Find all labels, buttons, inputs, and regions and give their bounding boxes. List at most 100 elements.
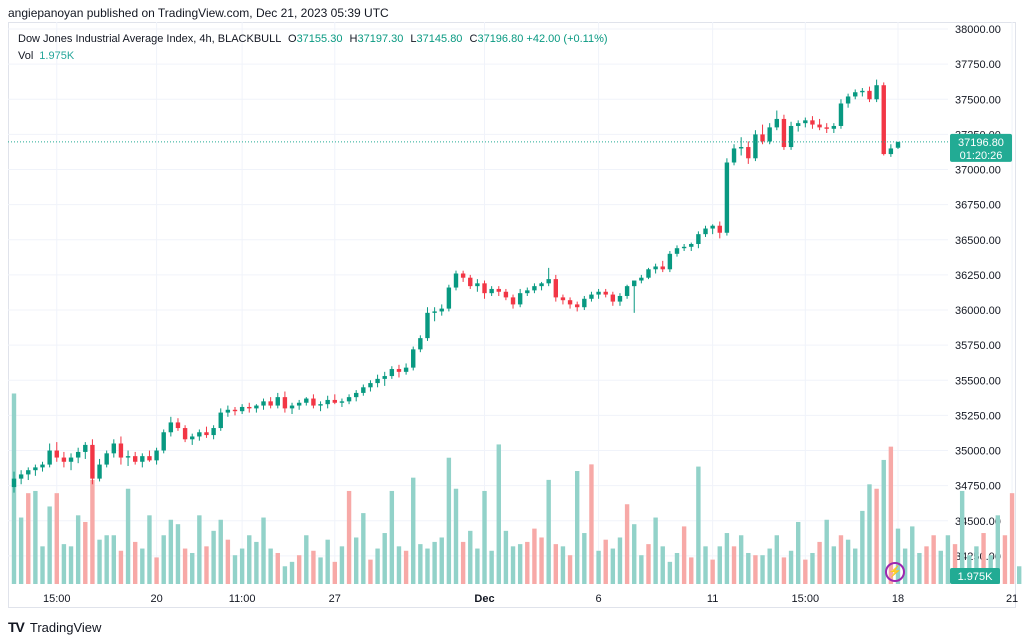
- candle-body: [325, 399, 330, 405]
- volume-bar: [439, 537, 444, 584]
- candle-body: [368, 383, 373, 388]
- volume-bar: [696, 466, 701, 584]
- volume-tag-value: 1.975K: [958, 571, 994, 583]
- candle-body: [118, 443, 124, 458]
- volume-bar: [318, 557, 323, 584]
- volume-bar: [995, 515, 1001, 584]
- volume-bar: [496, 444, 501, 584]
- volume-label: Vol: [18, 50, 34, 62]
- volume-bar: [1009, 493, 1015, 584]
- volume-bar: [931, 535, 936, 584]
- candle-body: [104, 453, 109, 465]
- y-tick-label: 36250.00: [955, 270, 1001, 282]
- candle-body: [282, 397, 288, 409]
- volume-bar: [681, 526, 687, 584]
- volume-bar: [368, 559, 373, 584]
- volume-bar: [125, 488, 131, 584]
- volume-bar: [853, 548, 858, 584]
- volume-bar: [760, 555, 765, 584]
- volume-bar: [724, 533, 730, 584]
- volume-bar: [325, 539, 330, 584]
- chart-frame[interactable]: [8, 22, 1016, 608]
- volume-bar: [917, 552, 922, 584]
- candle-body: [860, 90, 865, 93]
- candle-body: [168, 422, 174, 433]
- candle-body: [517, 293, 523, 305]
- volume-bar: [810, 552, 815, 584]
- volume-bar: [90, 479, 95, 584]
- candle-body: [382, 376, 387, 379]
- volume-bar: [981, 533, 986, 584]
- candle-body: [425, 312, 430, 339]
- candle-body: [746, 147, 751, 159]
- volume-bar: [460, 541, 466, 584]
- volume-bar: [18, 517, 24, 584]
- high-value: 37197.30: [357, 33, 404, 45]
- volume-bar: [403, 550, 409, 584]
- volume-bar: [239, 548, 245, 584]
- volume-bar: [888, 446, 894, 584]
- candle-body: [560, 297, 566, 301]
- volume-bar: [945, 535, 951, 584]
- candle-body: [47, 450, 52, 465]
- candle-body: [289, 405, 295, 409]
- candle-body: [261, 401, 266, 406]
- volume-bar: [860, 510, 865, 584]
- candle-body: [738, 147, 744, 149]
- candle-body: [361, 387, 366, 393]
- candle-body: [254, 405, 259, 409]
- candle-body: [624, 286, 630, 296]
- open-key: O: [288, 33, 297, 45]
- candle-body: [532, 286, 537, 291]
- volume-bar: [517, 544, 523, 584]
- close-value: 37196.80: [477, 33, 524, 45]
- volume-bar: [646, 544, 651, 584]
- low-value: 37145.80: [416, 33, 463, 45]
- candle-body: [589, 294, 594, 299]
- candle-body: [567, 300, 573, 305]
- volume-bar: [453, 488, 459, 584]
- volume-bar: [617, 537, 623, 584]
- volume-bar: [26, 493, 31, 584]
- candle-body: [18, 474, 24, 479]
- candle-body: [788, 125, 794, 148]
- volume-bar: [446, 457, 452, 584]
- volume-bar: [845, 539, 851, 584]
- lightning-icon[interactable]: ⚡: [885, 562, 905, 582]
- candle-body: [632, 280, 637, 287]
- candle-body: [111, 443, 117, 454]
- volume-bar: [75, 515, 81, 584]
- footer-brand[interactable]: TV TradingView: [8, 619, 101, 635]
- volume-bar: [532, 528, 537, 584]
- volume-bar: [881, 459, 886, 584]
- volume-value: 1.975K: [39, 50, 75, 62]
- y-tick-label: 37000.00: [955, 165, 1001, 177]
- candle-body: [696, 234, 701, 244]
- candle-body: [639, 277, 644, 281]
- candle-body: [510, 297, 516, 305]
- volume-bar: [539, 537, 544, 584]
- volume-bar: [375, 548, 380, 584]
- candle-body: [26, 470, 31, 475]
- volume-bar: [731, 546, 737, 584]
- x-tick-label: 11:00: [229, 593, 256, 605]
- volume-bar: [282, 566, 288, 584]
- volume-bar: [361, 513, 366, 584]
- candle-body: [574, 304, 580, 308]
- volume-bar: [553, 544, 559, 584]
- candle-body: [403, 367, 409, 372]
- volume-bar: [1016, 566, 1022, 584]
- volume-bar: [118, 550, 124, 584]
- volume-bar: [596, 550, 601, 584]
- volume-bar: [795, 521, 801, 584]
- candle-body: [97, 464, 102, 479]
- y-tick-label: 37750.00: [955, 59, 1001, 71]
- volume-bar: [788, 550, 794, 584]
- volume-bar: [304, 535, 309, 584]
- tradingview-logo-icon: TV: [8, 619, 25, 635]
- candle-body: [311, 398, 316, 406]
- volume-bar: [154, 557, 159, 584]
- candle-body: [304, 398, 309, 403]
- volume-bar: [624, 504, 630, 584]
